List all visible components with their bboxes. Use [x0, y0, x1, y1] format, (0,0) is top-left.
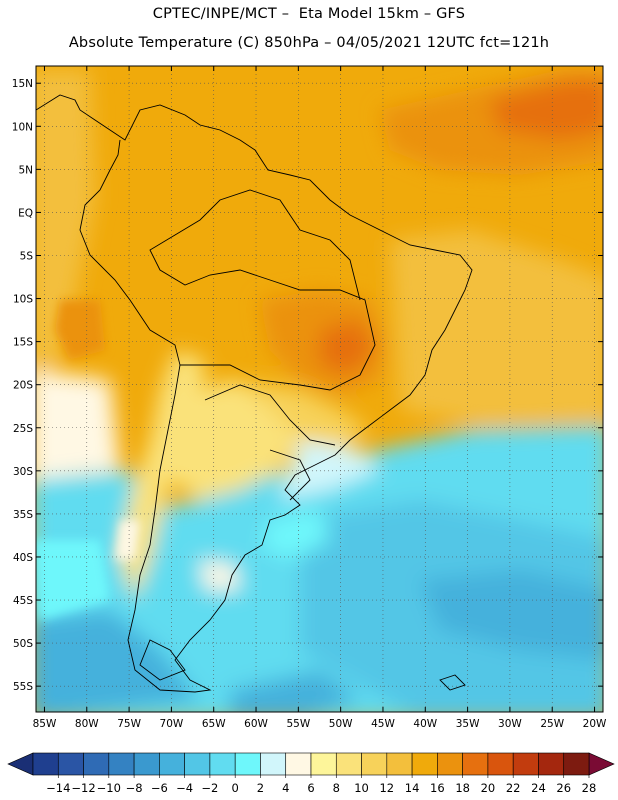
colorbar-swatch	[462, 752, 489, 776]
colorbar-label: 4	[282, 781, 289, 795]
colorbar-swatch	[538, 752, 565, 776]
colorbar-label: 24	[531, 781, 546, 795]
lon-tick-label: 55W	[286, 718, 310, 730]
colorbar-label: 18	[455, 781, 470, 795]
colorbar-swatch	[310, 752, 337, 776]
colorbar-swatch	[437, 752, 463, 776]
colorbar-label: 22	[506, 781, 521, 795]
lat-tick-label: 40S	[13, 552, 33, 564]
colorbar-label: 16	[430, 781, 445, 795]
lon-tick-label: 45W	[371, 718, 395, 730]
colorbar-swatch	[411, 752, 438, 776]
lon-tick-label: 65W	[202, 718, 226, 730]
colorbar-swatch	[57, 752, 84, 776]
colorbar-label: 2	[257, 781, 264, 795]
colorbar-swatch	[184, 752, 211, 776]
colorbar-swatch	[335, 752, 362, 776]
colorbar-swatch	[108, 752, 135, 776]
colorbar-swatch	[285, 752, 312, 776]
colorbar-label: −2	[201, 781, 218, 795]
colorbar-label: −4	[176, 781, 193, 795]
temperature-field	[36, 66, 603, 712]
colorbar-swatch	[209, 752, 236, 776]
colorbar-swatch	[159, 752, 185, 776]
colorbar-label: 0	[232, 781, 239, 795]
lat-tick-label: 45S	[13, 595, 33, 607]
colorbar-swatch	[32, 752, 59, 776]
colorbar-label: 12	[379, 781, 394, 795]
colorbar-swatch	[361, 752, 388, 776]
lon-tick-label: 40W	[413, 718, 437, 730]
lon-tick-label: 25W	[540, 718, 564, 730]
colorbar-label: 10	[354, 781, 369, 795]
lon-tick-label: 60W	[244, 718, 268, 730]
lon-tick-label: 80W	[75, 718, 99, 730]
colorbar-swatch	[512, 752, 539, 776]
lat-tick-label: 15S	[13, 337, 33, 349]
lat-tick-label: 15N	[12, 78, 33, 90]
map-title-line1: CPTEC/INPE/MCT – Eta Model 15km – GFS	[152, 6, 466, 22]
lon-tick-label: 70W	[160, 718, 184, 730]
colorbar-label: 26	[556, 781, 571, 795]
lat-tick-label: 10N	[12, 121, 33, 133]
graticule	[36, 66, 603, 712]
lat-tick-label: 55S	[13, 681, 33, 693]
lat-tick-label: 20S	[13, 380, 33, 392]
colorbar-label: 8	[333, 781, 340, 795]
lon-tick-label: 35W	[456, 718, 480, 730]
coastlines	[36, 94, 473, 693]
colorbar-label: −14	[46, 781, 70, 795]
colorbar-label: 28	[582, 781, 597, 795]
colorbar-min-arrow	[7, 752, 34, 776]
lat-tick-label: EQ	[18, 207, 33, 219]
lon-tick-label: 85W	[33, 718, 57, 730]
lat-tick-label: 5N	[18, 164, 33, 176]
colorbar-swatch	[133, 752, 160, 776]
colorbar-swatch	[260, 752, 287, 776]
lat-tick-label: 25S	[13, 423, 33, 435]
colorbar-label: 20	[481, 781, 496, 795]
lon-tick-label: 30W	[498, 718, 522, 730]
colorbar-label: −12	[71, 781, 95, 795]
colorbar-swatch	[487, 752, 514, 776]
longitude-axis: 85W 80W 75W 70W 65W 60W 55W 50W 45W 40W 35W 30W 25W 2…	[33, 66, 607, 730]
lat-tick-label: 10S	[13, 294, 33, 306]
colorbar-label: 14	[405, 781, 420, 795]
lat-tick-label: 50S	[13, 638, 33, 650]
colorbar-label: −10	[97, 781, 121, 795]
lon-tick-label: 75W	[117, 718, 141, 730]
colorbar-swatch	[563, 752, 590, 776]
colorbar-swatch	[386, 752, 413, 776]
colorbar-swatch	[234, 752, 261, 776]
lat-tick-label: 35S	[13, 509, 33, 521]
colorbar-max-arrow	[588, 752, 615, 776]
latitude-axis: 15N 10N 5N EQ 5S 10S 15S 20S 25S 30S 35S 40S 45S 50S 5…	[12, 78, 603, 693]
map-title-line2: Absolute Temperature (C) 850hPa – 04/05/…	[68, 35, 550, 51]
lat-tick-label: 30S	[13, 466, 33, 478]
colorbar-swatch	[83, 752, 110, 776]
colorbar: −14 −12 −10 −8 −6 −4 −2 0 2 4 6 8 10 12 14 16 18 20 22 24 26…	[7, 752, 615, 795]
colorbar-label: −8	[126, 781, 143, 795]
plot-frame	[35, 65, 604, 713]
colorbar-label: 6	[307, 781, 314, 795]
colorbar-label: −6	[151, 781, 168, 795]
lon-tick-label: 50W	[329, 718, 353, 730]
lat-tick-label: 5S	[20, 250, 34, 262]
lon-tick-label: 20W	[583, 718, 607, 730]
